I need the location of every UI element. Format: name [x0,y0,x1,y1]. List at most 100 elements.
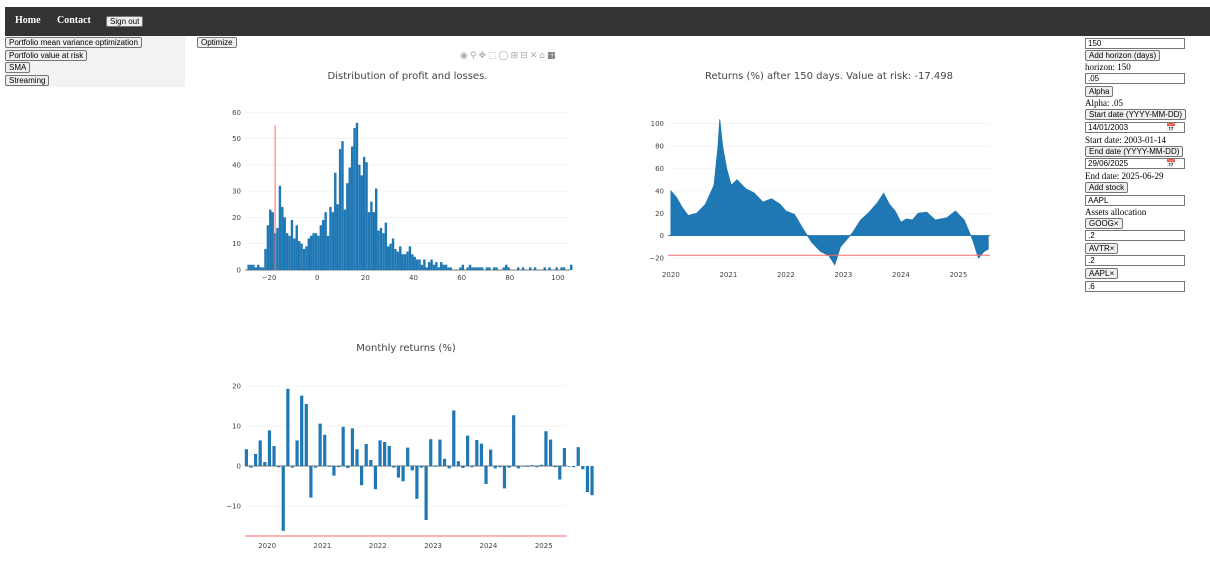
asset-weight-input-avtr[interactable]: .2 [1085,255,1185,266]
zoom-icon[interactable]: ⚲ [469,51,479,61]
monthly-bar [419,466,424,468]
histogram-bar [476,267,479,270]
y-tick-label: 20 [232,383,241,391]
y-tick-label: 40 [232,161,241,169]
asset-remove-button-avtr[interactable]: AVTR× [1085,243,1119,254]
x-tick-label: 0 [315,274,319,282]
calendar-icon[interactable]: 📅 [1166,159,1176,168]
histogram-bar [401,254,404,270]
lasso-icon[interactable]: ◯ [498,51,511,61]
x-tick-label: 40 [409,274,418,282]
y-tick-label: 60 [232,109,241,117]
histogram-bar [505,264,508,270]
sign-out-button[interactable]: Sign out [106,16,144,27]
x-tick-label: 60 [457,274,466,282]
histogram-bar [461,264,465,270]
box-select-icon[interactable]: ⬚ [488,51,499,61]
zoom-out-icon[interactable]: ⊟ [520,51,530,61]
histogram-bar [480,267,484,270]
add-stock-button[interactable]: Add stock [1085,182,1129,193]
histogram-bar [488,267,491,270]
chart-title: Monthly returns (%) [356,343,456,354]
alpha-button[interactable]: Alpha [1085,86,1114,97]
histogram-bar [341,141,344,270]
histogram-bar [396,251,400,270]
y-tick-label: 20 [655,210,664,218]
histogram-bar [432,264,436,270]
nav-home-link[interactable]: Home [15,15,41,26]
pan-icon[interactable]: ✥ [478,51,488,61]
monthly-bar [244,449,248,466]
histogram-bar [290,220,294,270]
histogram-bar [346,183,349,270]
monthly-bar [281,466,285,531]
monthly-bar [576,447,580,466]
asset-weight-input-aapl[interactable]: .6 [1085,281,1185,292]
y-tick-label: 80 [655,143,664,151]
asset-remove-button-aapl[interactable]: AAPL× [1085,268,1119,279]
sidebar-item-sma[interactable]: SMA [5,62,31,73]
monthly-bar [341,426,345,466]
monthly-bar [392,466,396,468]
histogram-bar [430,259,433,270]
sidebar-item-streaming[interactable]: Streaming [5,75,50,86]
monthly-bar [410,466,414,471]
plotly-logo-icon[interactable]: ▦ [546,51,558,61]
sidebar-item-mean-variance[interactable]: Portfolio mean variance optimization [5,37,142,48]
histogram-chart: 0 10 20 30 40 50 60 −20 0 20 40 60 80 100 Distribution… [232,71,573,282]
histogram-bar [415,259,419,270]
histogram-bar [288,235,291,270]
end-date-input[interactable]: 29/06/2025 📅 [1085,158,1185,169]
x-tick-label: 2023 [424,542,442,550]
monthly-bar [369,460,373,466]
histogram-bar [360,175,363,270]
add-horizon-button[interactable]: Add horizon (days) [1085,50,1161,61]
monthly-bar [401,466,405,482]
histogram-bar [389,243,392,270]
histogram-bar [502,267,505,270]
monthly-bar [442,458,447,466]
monthly-bar [313,466,318,468]
home-icon[interactable]: ⌂ [539,51,547,61]
autoscale-icon[interactable]: ✕ [529,51,540,61]
histogram-bar [387,246,390,270]
histogram-bar [403,254,407,270]
horizon-input[interactable]: 150 [1085,38,1185,49]
calendar-icon[interactable]: 📅 [1166,123,1176,132]
start-date-text: Start date: 2003-01-14 [1085,135,1166,145]
sidebar-item-value-at-risk[interactable]: Portfolio value at risk [5,50,88,61]
stock-input[interactable]: AAPL [1085,195,1185,206]
x-tick-label: 2022 [777,271,795,279]
nav-contact-link[interactable]: Contact [57,15,91,26]
histogram-bar [370,201,373,270]
start-date-input[interactable]: 14/01/2003 📅 [1085,122,1185,133]
asset-weight-input-goog[interactable]: .2 [1085,230,1185,241]
monthly-bar [387,446,391,466]
asset-remove-button-goog[interactable]: GOOG× [1085,218,1123,229]
camera-icon[interactable]: ◉ [460,51,470,61]
histogram-bar [466,267,469,270]
histogram-bar [471,267,474,270]
histogram-bar [281,206,284,270]
end-date-button[interactable]: End date (YYYY-MM-DD) [1085,146,1184,157]
top-navbar: Home Contact Sign out [5,7,1210,36]
returns-chart: −20 0 20 40 60 80 100 2020 2021 2022 2023 2024 2025 R… [649,71,990,279]
histogram-bar [343,209,347,270]
x-tick-label: 2025 [949,271,967,279]
x-tick-label: 2021 [314,542,332,550]
monthly-bar [364,444,368,466]
histogram-bar [413,256,416,270]
histogram-bar [314,233,318,270]
histogram-bar [348,167,351,270]
histogram-bar [257,264,260,270]
monthly-bar [258,440,262,466]
zoom-in-icon[interactable]: ⊞ [510,51,521,61]
start-date-button[interactable]: Start date (YYYY-MM-DD) [1085,109,1187,120]
optimize-button[interactable]: Optimize [197,37,237,48]
histogram-bar [408,246,412,270]
y-tick-label: 10 [232,423,241,431]
x-tick-label: 20 [361,274,370,282]
monthly-bar [332,466,336,476]
alpha-input[interactable]: .05 [1085,73,1185,84]
histogram-bar [437,267,440,270]
